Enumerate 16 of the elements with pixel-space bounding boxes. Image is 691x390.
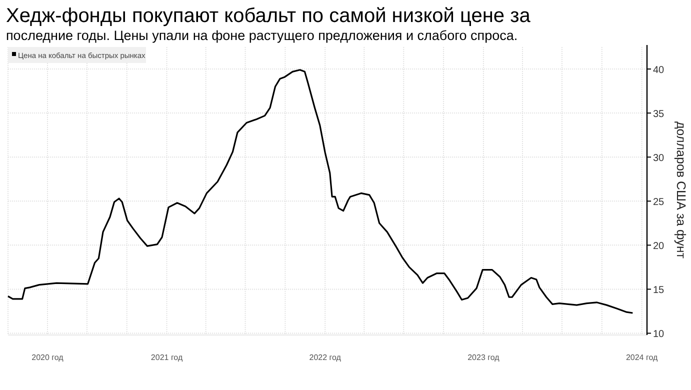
- y-tick-label: 35: [653, 109, 665, 120]
- y-tick-label: 25: [653, 197, 665, 208]
- x-tick-label: 2020 год: [32, 353, 64, 362]
- y-tick-label: 40: [653, 65, 665, 76]
- chart-title: Хедж-фонды покупают кобальт по самой низкой цене за: [6, 5, 532, 27]
- y-tick-label: 10: [653, 329, 665, 340]
- line-series: [7, 69, 634, 314]
- y-axis-title: долларов США за фунт: [674, 122, 688, 259]
- x-tick-label: 2024 год: [626, 353, 658, 362]
- x-tick-label: 2022 год: [309, 353, 342, 362]
- x-tick-label: 2021 год: [150, 353, 183, 362]
- x-tick-label: 2023 год: [468, 353, 500, 362]
- y-tick-label: 30: [653, 153, 665, 164]
- chart-subtitle: последние годы. Цены упали на фоне растущего предложения и слабого спроса.: [6, 28, 518, 43]
- y-tick-label: 15: [653, 285, 665, 296]
- y-tick-label: 20: [653, 241, 665, 252]
